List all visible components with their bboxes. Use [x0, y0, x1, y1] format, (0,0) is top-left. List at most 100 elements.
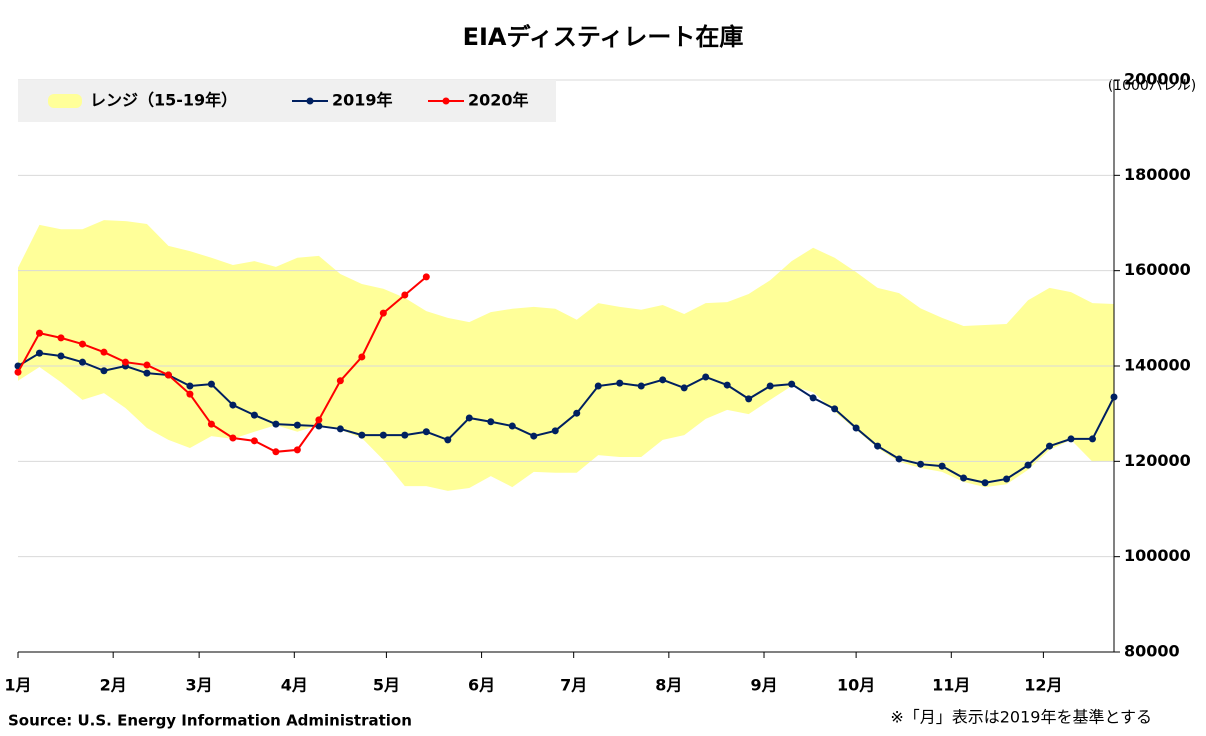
point: [358, 431, 366, 439]
y-tick-label: 180000: [1124, 165, 1191, 184]
point: [487, 418, 495, 426]
point: [573, 409, 581, 417]
point: [315, 422, 323, 430]
point: [723, 381, 731, 389]
point: [35, 349, 43, 357]
y-tick-label: 120000: [1124, 451, 1191, 470]
x-tick-label: 4月: [281, 676, 308, 695]
y-tick-label: 140000: [1124, 356, 1191, 375]
y-tick-label: 100000: [1124, 546, 1191, 565]
point: [938, 462, 946, 470]
point: [14, 368, 22, 376]
point: [35, 329, 43, 337]
point: [229, 401, 237, 409]
legend-label: レンジ（15-19年）: [90, 91, 237, 110]
x-tick-label: 6月: [468, 676, 495, 695]
point: [444, 436, 452, 444]
x-tick-label: 7月: [560, 676, 587, 695]
point: [960, 474, 968, 482]
point: [164, 371, 172, 379]
point: [508, 422, 516, 430]
point: [358, 353, 366, 361]
x-tick-label: 12月: [1024, 676, 1062, 695]
point: [100, 348, 108, 356]
point: [1024, 461, 1032, 469]
point: [401, 291, 409, 299]
x-tick-label: 1月: [4, 676, 31, 695]
y-tick-label: 160000: [1124, 260, 1191, 279]
x-tick-label: 8月: [655, 676, 682, 695]
point: [809, 394, 817, 402]
point: [1003, 475, 1011, 483]
point: [143, 361, 151, 369]
point: [637, 382, 645, 390]
point: [57, 352, 65, 360]
y-unit: (1000バレル): [1108, 78, 1197, 94]
point: [100, 367, 108, 375]
point: [422, 273, 430, 281]
y-tick-label: 200000: [1124, 70, 1191, 89]
y-tick-label: 80000: [1124, 642, 1180, 661]
point: [315, 416, 323, 424]
point: [379, 309, 387, 317]
point: [530, 432, 538, 440]
point: [272, 448, 280, 456]
point: [336, 425, 344, 433]
point: [78, 340, 86, 348]
legend-swatch: [48, 94, 82, 108]
chart-title: EIAディスティレート在庫: [463, 23, 744, 51]
point: [121, 358, 129, 366]
x-tick-label: 5月: [373, 676, 400, 695]
series-line: [17, 276, 427, 453]
x-tick-label: 9月: [750, 676, 777, 695]
x-tick-label: 11月: [932, 676, 970, 695]
x-tick-label: 3月: [186, 676, 213, 695]
point: [1089, 435, 1097, 443]
point: [379, 431, 387, 439]
point: [1067, 435, 1075, 443]
range-band: [18, 220, 1114, 491]
source: Source: U.S. Energy Information Administ…: [8, 712, 412, 730]
legend-marker: [306, 97, 314, 105]
point: [594, 382, 602, 390]
point: [229, 434, 237, 442]
point: [336, 377, 344, 385]
x-tick-label: 2月: [100, 676, 127, 695]
x-tick-label: 10月: [837, 676, 875, 695]
point: [616, 379, 624, 387]
point: [293, 421, 301, 429]
point: [788, 380, 796, 388]
point: [895, 455, 903, 463]
point: [250, 437, 258, 445]
point: [186, 390, 194, 398]
point: [57, 334, 65, 342]
point: [831, 405, 839, 413]
point: [143, 369, 151, 377]
point: [186, 382, 194, 390]
series-line: [17, 352, 1115, 484]
legend-marker: [442, 97, 450, 105]
point: [78, 358, 86, 366]
point: [680, 384, 688, 392]
point: [745, 395, 753, 403]
point: [852, 424, 860, 432]
point: [293, 446, 301, 454]
point: [401, 431, 409, 439]
legend-label: 2019年: [332, 91, 393, 110]
point: [422, 428, 430, 436]
point: [766, 382, 774, 390]
point: [250, 411, 258, 419]
point: [207, 420, 215, 428]
point: [1046, 442, 1054, 450]
point: [551, 427, 559, 435]
point: [981, 479, 989, 487]
point: [465, 414, 473, 422]
note: ※「月」表示は2019年を基準とする: [890, 708, 1152, 727]
legend-box: [18, 80, 556, 122]
point: [659, 376, 667, 384]
point: [1110, 393, 1118, 401]
point: [917, 460, 925, 468]
point: [272, 420, 280, 428]
point: [874, 442, 882, 450]
